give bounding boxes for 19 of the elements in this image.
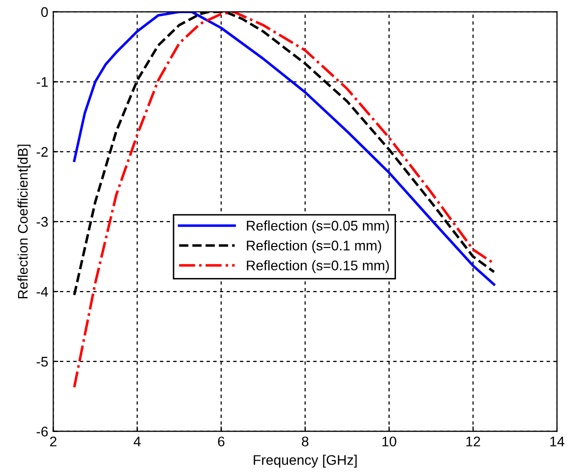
x-tick-label: 8 xyxy=(302,436,308,446)
legend-label: Reflection (s=0.1 mm) xyxy=(246,240,382,254)
y-tick-label: -2 xyxy=(36,147,48,157)
y-tick-label: -1 xyxy=(36,77,48,87)
y-tick-label: -3 xyxy=(36,216,48,227)
x-tick-label: 14 xyxy=(550,436,564,446)
x-tick-label: 10 xyxy=(382,436,396,446)
x-tick-label: 4 xyxy=(134,436,141,446)
y-tick-label: -4 xyxy=(36,286,48,297)
x-axis-title: Frequency [GHz] xyxy=(254,454,357,468)
legend-label: Reflection (s=0.15 mm) xyxy=(246,260,389,274)
x-tick-label: 12 xyxy=(466,436,480,446)
x-tick-label: 2 xyxy=(50,436,56,446)
y-tick-label: -6 xyxy=(36,426,48,437)
y-tick-label: 0 xyxy=(41,7,48,18)
legend-label: Reflection (s=0.05 mm) xyxy=(246,220,389,234)
x-tick-label: 6 xyxy=(218,436,224,446)
y-axis-title: Reflection Coefficient[dB] xyxy=(18,144,31,298)
y-tick-label: -5 xyxy=(36,356,48,367)
